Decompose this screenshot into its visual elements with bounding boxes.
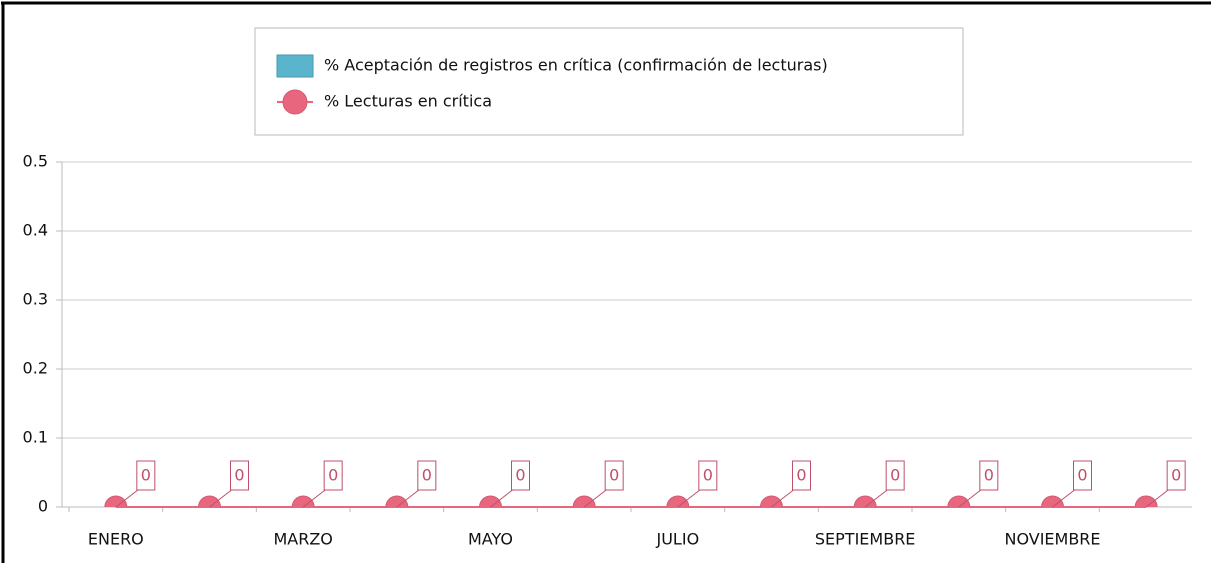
data-label-box — [1166, 460, 1186, 491]
data-label-box — [230, 460, 249, 491]
legend-swatch — [276, 54, 314, 78]
data-label-box — [511, 460, 530, 491]
legend: % Aceptación de registros en crítica (co… — [276, 54, 828, 115]
x-tick-label: MAYO — [468, 530, 513, 549]
data-label: 0 — [890, 466, 900, 485]
marker — [947, 495, 971, 507]
label-leader — [583, 489, 607, 508]
data-label: 0 — [1077, 466, 1087, 485]
y-tick-label: 0.5 — [23, 152, 48, 171]
data-label-box — [1073, 460, 1092, 491]
marker — [1041, 495, 1064, 507]
label-leader — [209, 489, 232, 508]
label-leader — [1052, 489, 1075, 508]
marker — [198, 495, 221, 507]
x-tick-label: JULIO — [656, 530, 700, 549]
marker — [572, 495, 596, 507]
legend-label: % Aceptación de registros en crítica (co… — [324, 56, 828, 75]
legend-marker — [282, 89, 308, 115]
data-label: 0 — [796, 466, 806, 485]
x-tick-label: ENERO — [88, 530, 144, 549]
data-label: 0 — [328, 466, 338, 485]
marker — [104, 495, 128, 507]
y-tick-label: 0 — [38, 497, 48, 516]
data-label-box — [792, 460, 811, 491]
data-label: 0 — [703, 466, 713, 485]
legend-box — [254, 27, 964, 136]
data-label: 0 — [1171, 466, 1181, 485]
data-label-box — [604, 460, 624, 491]
y-tick-label: 0.2 — [23, 359, 48, 378]
label-leader — [677, 489, 701, 508]
data-label: 0 — [234, 466, 244, 485]
label-leader — [1145, 489, 1169, 508]
marker — [666, 495, 690, 507]
label-leader — [864, 489, 888, 508]
data-label-box — [698, 460, 718, 491]
x-tick-label: NOVIEMBRE — [1004, 530, 1100, 549]
marker — [385, 495, 409, 507]
marker — [1134, 495, 1158, 507]
data-label-box — [323, 460, 343, 491]
data-label: 0 — [984, 466, 994, 485]
data-label: 0 — [609, 466, 619, 485]
data-label-box — [417, 460, 437, 491]
data-label: 0 — [141, 466, 151, 485]
x-tick-label: SEPTIEMBRE — [815, 530, 916, 549]
marker — [291, 495, 315, 507]
y-tick-label: 0.3 — [23, 290, 48, 309]
data-label: 0 — [422, 466, 432, 485]
label-leader — [396, 489, 420, 508]
label-leader — [302, 489, 326, 508]
marker — [479, 495, 502, 507]
x-tick-label: MARZO — [273, 530, 332, 549]
data-label-box — [136, 460, 156, 491]
label-leader — [490, 489, 513, 508]
data-label: 0 — [515, 466, 525, 485]
label-leader — [115, 489, 139, 508]
y-tick-label: 0.1 — [23, 428, 48, 447]
y-tick-label: 0.4 — [23, 221, 48, 240]
marker — [853, 495, 877, 507]
legend-label: % Lecturas en crítica — [324, 92, 492, 111]
data-label-box — [979, 460, 999, 491]
marker — [760, 495, 783, 507]
label-leader — [958, 489, 982, 508]
data-label-box — [885, 460, 905, 491]
label-leader — [771, 489, 794, 508]
